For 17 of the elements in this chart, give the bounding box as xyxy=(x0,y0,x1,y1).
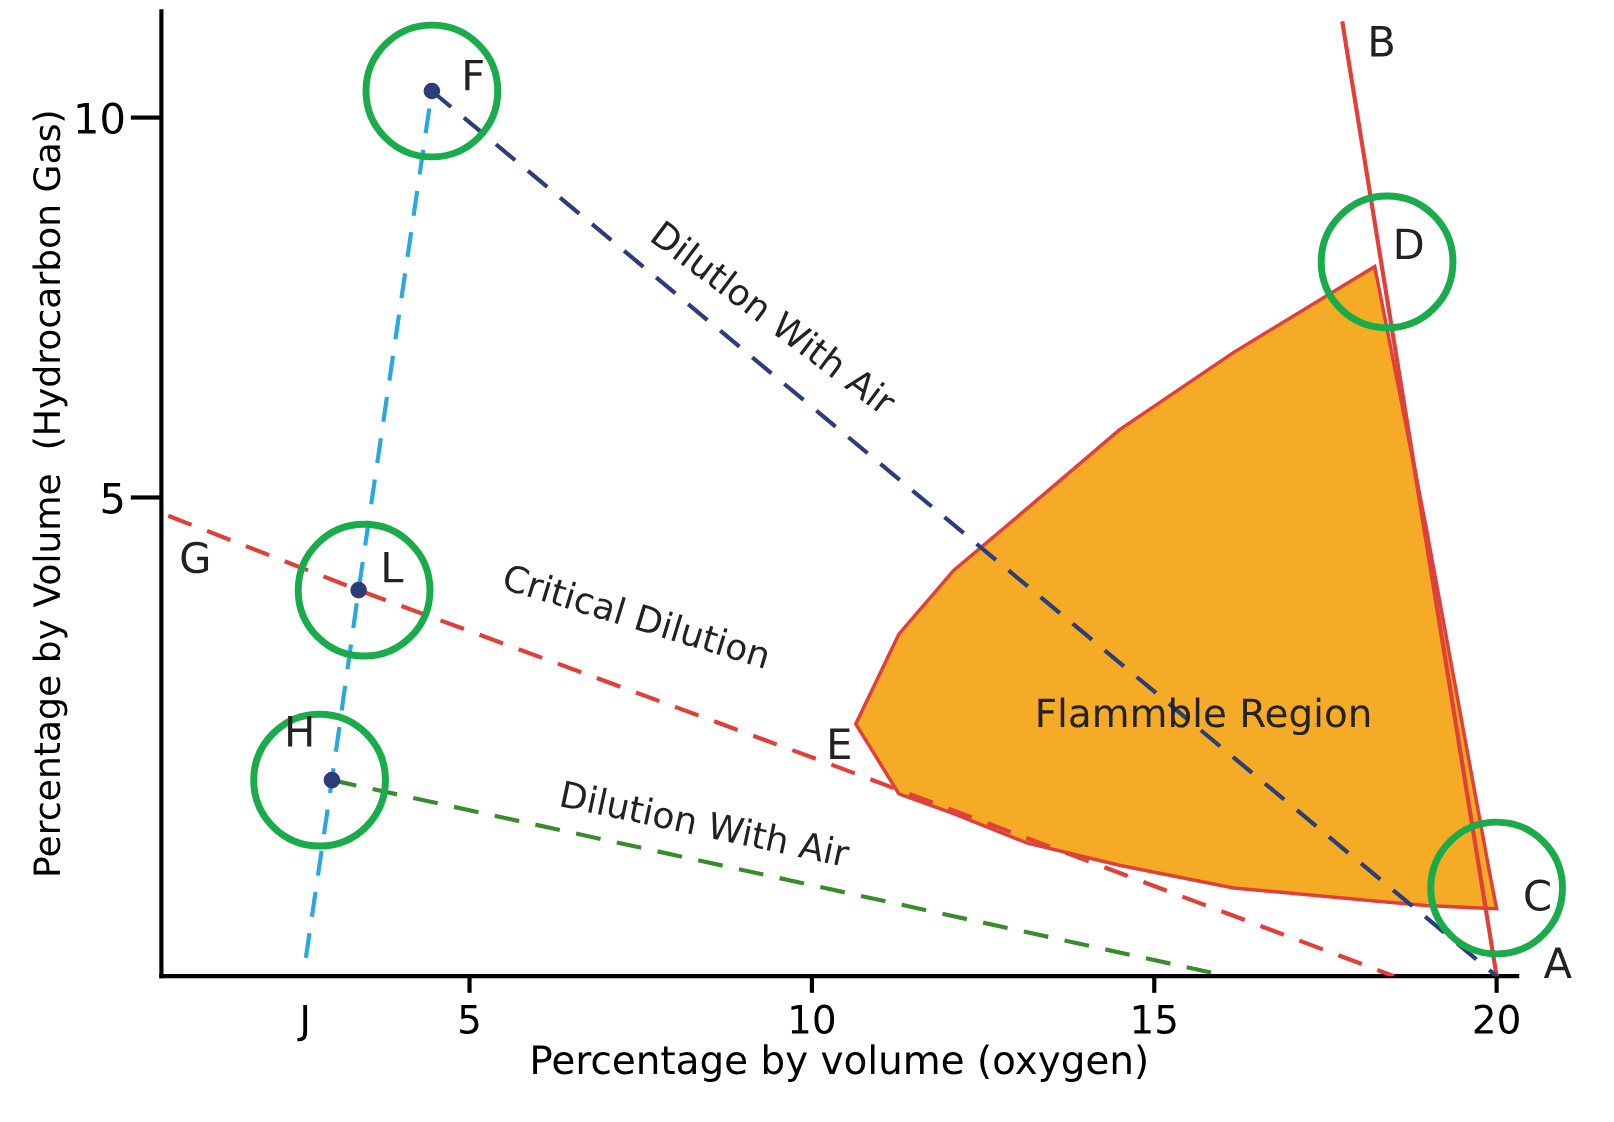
x-tick-label: 20 xyxy=(1474,1004,1519,1035)
x-tick-label: J xyxy=(297,1005,308,1042)
y-axis-title: Percentage by Volume (Hydrocarbon Gas) xyxy=(32,112,68,875)
annotation: Dilution With Air xyxy=(561,779,852,868)
x-axis-title: Percentage by volume (oxygen) xyxy=(533,1044,1146,1082)
annotation: E xyxy=(830,728,850,759)
x-tick-label: 15 xyxy=(1133,1005,1176,1035)
annotation: F xyxy=(465,59,483,91)
annotation: G xyxy=(181,541,209,574)
annotation: L xyxy=(384,551,404,583)
annotation: H xyxy=(288,716,312,747)
annotation: D xyxy=(1396,228,1423,260)
x-tick-label: 10 xyxy=(791,1004,835,1035)
x-tick-label: 5 xyxy=(460,1005,479,1035)
text: A xyxy=(1543,947,1572,978)
annotation: B xyxy=(1371,26,1393,57)
text: C xyxy=(1525,879,1550,912)
